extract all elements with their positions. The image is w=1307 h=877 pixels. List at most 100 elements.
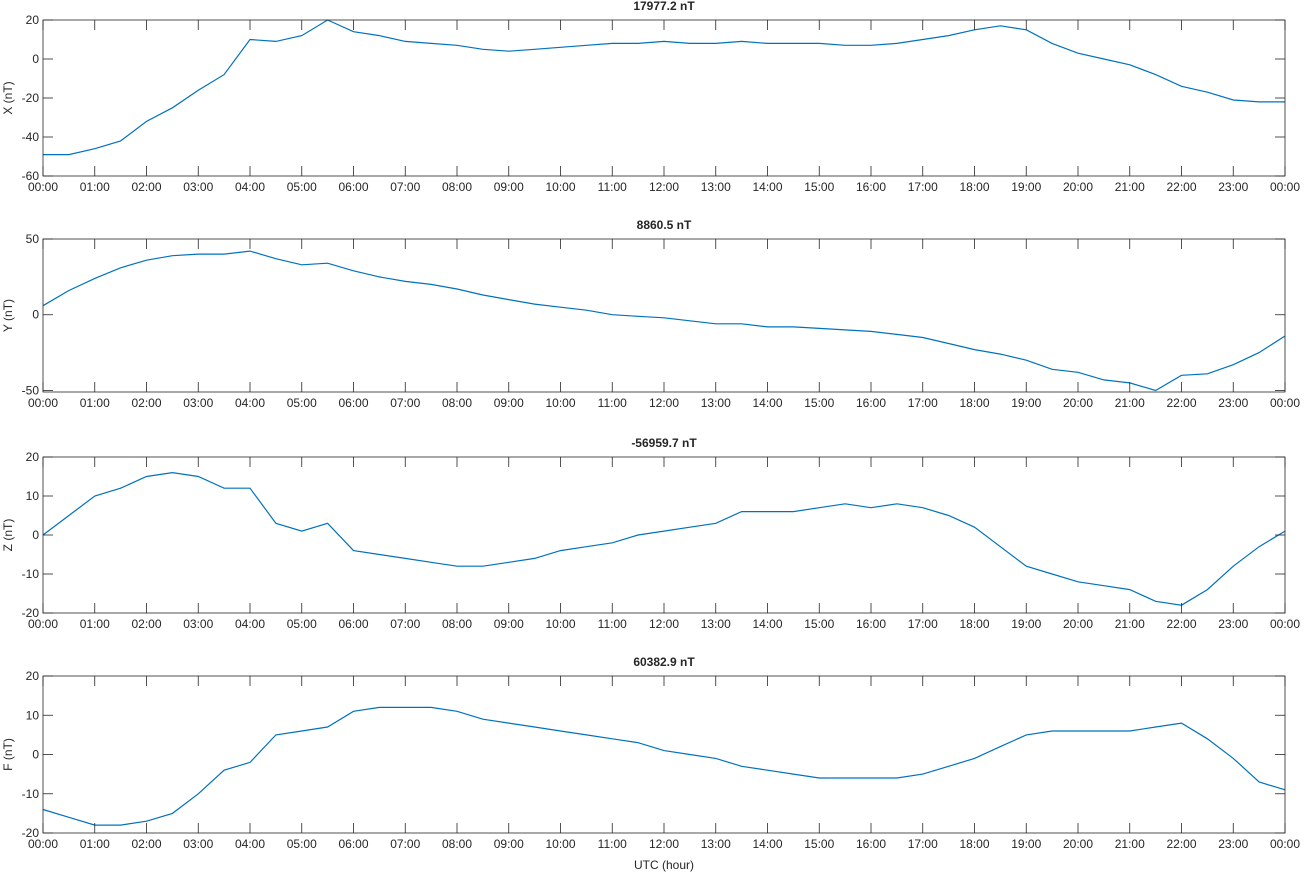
y-tick-label: -50 bbox=[22, 383, 40, 397]
x-tick-label: 21:00 bbox=[1115, 396, 1145, 410]
x-tick-label: 14:00 bbox=[752, 617, 782, 631]
x-tick-label: 12:00 bbox=[649, 180, 679, 194]
x-tick-label: 20:00 bbox=[1063, 617, 1093, 631]
plot-frame bbox=[42, 19, 1286, 177]
x-tick-label: 17:00 bbox=[908, 396, 938, 410]
x-axis-label: UTC (hour) bbox=[634, 858, 694, 872]
x-tick-label: 03:00 bbox=[183, 617, 213, 631]
y-tick-label: -40 bbox=[22, 130, 40, 144]
x-tick-label: 21:00 bbox=[1115, 617, 1145, 631]
x-tick-label: 11:00 bbox=[598, 617, 627, 631]
x-tick-label: 03:00 bbox=[183, 396, 213, 410]
x-tick-label: 09:00 bbox=[494, 617, 524, 631]
x-tick-label: 14:00 bbox=[752, 396, 782, 410]
y-axis-label: Z (nT) bbox=[1, 519, 15, 552]
x-tick-label: 21:00 bbox=[1115, 180, 1145, 194]
x-tick-label: 16:00 bbox=[856, 617, 886, 631]
x-tick-label: 18:00 bbox=[959, 837, 989, 851]
x-tick-label: 09:00 bbox=[494, 396, 524, 410]
x-tick-label: 19:00 bbox=[1011, 837, 1041, 851]
y-tick-label: -20 bbox=[22, 606, 40, 620]
x-tick-label: 00:00 bbox=[28, 180, 58, 194]
x-tick-label: 11:00 bbox=[598, 180, 627, 194]
y-tick-label: 0 bbox=[32, 52, 39, 66]
data-line bbox=[42, 471, 1286, 606]
x-tick-label: 10:00 bbox=[545, 180, 575, 194]
x-tick-label: 09:00 bbox=[494, 180, 524, 194]
y-tick-label: -10 bbox=[22, 567, 40, 581]
chart-title: 60382.9 nT bbox=[633, 655, 695, 669]
x-tick-label: 23:00 bbox=[1218, 837, 1248, 851]
y-tick-label: -20 bbox=[22, 91, 40, 105]
y-tick-label: 10 bbox=[26, 489, 40, 503]
x-tick-label: 16:00 bbox=[856, 180, 886, 194]
x-tick-label: 12:00 bbox=[649, 617, 679, 631]
x-tick-label: 18:00 bbox=[959, 617, 989, 631]
x-tick-label: 17:00 bbox=[908, 180, 938, 194]
y-tick-label: -60 bbox=[22, 169, 40, 183]
x-tick-label: 22:00 bbox=[1166, 180, 1196, 194]
y-tick-label: 0 bbox=[32, 528, 39, 542]
x-tick-label: 04:00 bbox=[235, 617, 265, 631]
chart-title: 17977.2 nT bbox=[633, 0, 695, 13]
x-tick-label: 05:00 bbox=[287, 837, 317, 851]
x-tick-label: 04:00 bbox=[235, 180, 265, 194]
x-tick-label: 20:00 bbox=[1063, 180, 1093, 194]
x-tick-label: 19:00 bbox=[1011, 396, 1041, 410]
x-tick-label: 05:00 bbox=[287, 617, 317, 631]
x-tick-label: 20:00 bbox=[1063, 396, 1093, 410]
x-tick-label: 19:00 bbox=[1011, 180, 1041, 194]
x-tick-label: 03:00 bbox=[183, 180, 213, 194]
x-tick-label: 00:00 bbox=[1270, 837, 1300, 851]
x-tick-label: 15:00 bbox=[804, 180, 834, 194]
data-line bbox=[42, 250, 1286, 392]
plot-frame bbox=[42, 456, 1286, 614]
x-tick-label: 17:00 bbox=[908, 617, 938, 631]
x-tick-label: 00:00 bbox=[1270, 396, 1300, 410]
x-tick-label: 02:00 bbox=[131, 180, 161, 194]
x-tick-label: 16:00 bbox=[856, 396, 886, 410]
y-tick-label: 50 bbox=[26, 232, 40, 246]
x-tick-label: 00:00 bbox=[1270, 180, 1300, 194]
x-tick-label: 04:00 bbox=[235, 396, 265, 410]
x-tick-label: 02:00 bbox=[131, 396, 161, 410]
y-tick-label: 20 bbox=[26, 450, 40, 464]
plot-frame bbox=[42, 675, 1286, 834]
y-tick-label: 20 bbox=[26, 13, 40, 27]
x-tick-label: 15:00 bbox=[804, 837, 834, 851]
y-axis-label: Y (nT) bbox=[1, 299, 15, 332]
x-tick-label: 01:00 bbox=[80, 396, 110, 410]
chart-title: 8860.5 nT bbox=[637, 218, 692, 232]
data-line bbox=[43, 19, 1285, 156]
x-tick-label: 22:00 bbox=[1166, 396, 1196, 410]
y-tick-label: 10 bbox=[26, 708, 40, 722]
y-tick-label: 0 bbox=[32, 748, 39, 762]
x-tick-label: 06:00 bbox=[338, 617, 368, 631]
plot-frame bbox=[42, 238, 1286, 393]
x-tick-label: 15:00 bbox=[804, 396, 834, 410]
x-tick-label: 08:00 bbox=[442, 180, 472, 194]
x-tick-label: 11:00 bbox=[598, 396, 627, 410]
x-tick-label: 09:00 bbox=[494, 837, 524, 851]
x-tick-label: 17:00 bbox=[908, 837, 938, 851]
x-tick-label: 20:00 bbox=[1063, 837, 1093, 851]
x-tick-label: 13:00 bbox=[701, 837, 731, 851]
x-tick-label: 06:00 bbox=[338, 837, 368, 851]
x-tick-label: 00:00 bbox=[28, 837, 58, 851]
x-tick-label: 23:00 bbox=[1218, 617, 1248, 631]
x-tick-label: 13:00 bbox=[701, 180, 731, 194]
x-tick-label: 07:00 bbox=[390, 396, 420, 410]
x-tick-label: 01:00 bbox=[80, 837, 110, 851]
x-tick-label: 14:00 bbox=[752, 837, 782, 851]
x-tick-label: 00:00 bbox=[28, 396, 58, 410]
x-tick-label: 23:00 bbox=[1218, 396, 1248, 410]
x-tick-label: 06:00 bbox=[338, 180, 368, 194]
x-tick-label: 01:00 bbox=[80, 617, 110, 631]
x-tick-label: 10:00 bbox=[545, 837, 575, 851]
x-tick-label: 22:00 bbox=[1166, 837, 1196, 851]
x-tick-label: 10:00 bbox=[545, 396, 575, 410]
x-tick-label: 08:00 bbox=[442, 617, 472, 631]
x-tick-label: 23:00 bbox=[1218, 180, 1248, 194]
x-tick-label: 13:00 bbox=[701, 617, 731, 631]
